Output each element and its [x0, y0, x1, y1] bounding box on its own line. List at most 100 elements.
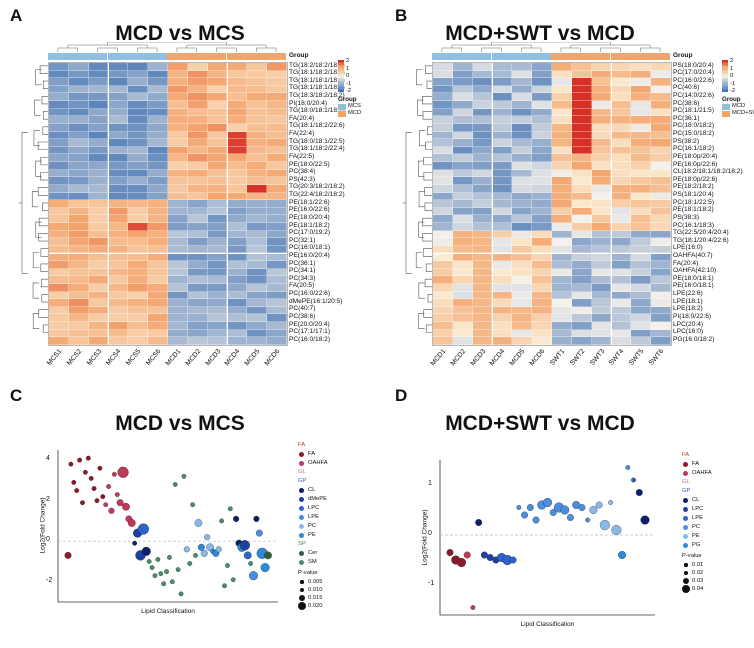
heatmap-cell — [108, 108, 129, 117]
heatmap-cell — [88, 177, 109, 185]
heatmap-cell — [187, 322, 208, 330]
heatmap-cell — [591, 63, 612, 71]
heatmap-cell — [433, 146, 453, 155]
heatmap-cell — [452, 169, 473, 178]
group-legend-title: Group — [338, 96, 357, 103]
heatmap-cell — [651, 70, 671, 79]
heatmap-row-label: PI(18:0/22:6) — [673, 312, 712, 320]
heatmap-cell — [611, 169, 632, 178]
heatmap-cell — [651, 93, 671, 102]
heatmap-cell — [88, 70, 109, 79]
panel-letter-c: C — [10, 386, 23, 405]
heatmap-cell — [452, 276, 473, 284]
heatmap-cell — [128, 93, 149, 102]
heatmap-cell — [611, 154, 632, 163]
heatmap-cell — [108, 238, 129, 246]
heatmap-row-label: FA(20:5) — [289, 282, 315, 290]
heatmap-cell — [571, 276, 592, 284]
heatmap-cell — [168, 200, 188, 208]
heatmap-cell — [631, 261, 652, 269]
heatmap-cell — [472, 200, 493, 208]
heatmap-cell — [68, 154, 89, 163]
heatmap-cell — [571, 314, 592, 323]
heatmap-cell — [49, 223, 69, 231]
heatmap-cell — [128, 123, 149, 132]
heatmap-cell — [512, 162, 533, 170]
heatmap-row-label: PE(18:0/20:4) — [289, 213, 330, 221]
heatmap-cell — [611, 200, 632, 208]
color-scale-tick: 1 — [346, 65, 350, 72]
heatmap-cell — [168, 207, 188, 216]
heatmap-cell — [552, 268, 572, 277]
data-point — [516, 505, 522, 510]
size-legend-dot — [298, 594, 306, 602]
heatmap-cell — [472, 146, 493, 155]
heatmap-row-label: TG(18:1/18:1/18:1) — [289, 84, 345, 92]
color-scale-tick: 0 — [346, 73, 350, 79]
heatmap-cell — [552, 169, 572, 178]
heatmap-cell — [88, 154, 109, 163]
heatmap-cell — [552, 283, 572, 292]
heatmap-cell — [187, 146, 208, 155]
heatmap-cell — [108, 70, 129, 79]
heatmap-cell — [433, 322, 453, 330]
heatmap-cell — [108, 162, 129, 170]
heatmap-cell — [267, 184, 287, 193]
heatmap-cell — [571, 93, 592, 102]
heatmap-cell — [611, 131, 632, 140]
data-point — [64, 551, 72, 559]
heatmap-cell — [452, 322, 473, 330]
heatmap-cell — [108, 283, 129, 292]
heatmap-cell — [532, 177, 552, 185]
heatmap-cell — [591, 70, 612, 79]
data-point — [178, 591, 184, 597]
heatmap-cell — [472, 276, 493, 284]
heatmap-cell — [49, 283, 69, 292]
group-bar-label: Group — [673, 52, 693, 59]
color-scale-step — [722, 68, 728, 70]
data-point — [578, 504, 586, 511]
heatmap-cell — [267, 63, 287, 71]
data-point — [480, 551, 488, 559]
data-point — [85, 455, 91, 461]
color-scale-step — [722, 82, 728, 85]
heatmap-cell — [651, 192, 671, 201]
heatmap-cell — [128, 131, 149, 140]
heatmap-cell — [651, 215, 671, 223]
heatmap-cell — [611, 108, 632, 117]
color-scale-step — [722, 80, 728, 83]
heatmap-cell — [187, 215, 208, 223]
column-dendrogram — [57, 42, 277, 52]
heatmap-cell — [532, 238, 552, 246]
group-bar-cell — [471, 53, 492, 60]
heatmap-cell — [168, 93, 188, 102]
heatmap-cell — [631, 131, 652, 140]
heatmap-cell — [207, 108, 228, 117]
heatmap-cell — [49, 101, 69, 109]
heatmap-cell — [68, 322, 89, 330]
heatmap-cell — [452, 283, 473, 292]
heatmap-cell — [148, 63, 168, 71]
heatmap-cell — [187, 192, 208, 201]
size-legend-dot — [683, 570, 689, 576]
heatmap-cell — [207, 146, 228, 155]
heatmap-cell — [433, 108, 453, 117]
heatmap-cell — [552, 322, 572, 330]
heatmap-cell — [433, 192, 453, 201]
heatmap-cell — [187, 101, 208, 109]
heatmap-cell — [68, 108, 89, 117]
heatmap-cell — [148, 291, 168, 300]
heatmap-cell — [148, 154, 168, 163]
color-scale-step — [722, 76, 728, 78]
heatmap-cell — [227, 177, 248, 185]
data-point — [71, 480, 77, 485]
heatmap-cell — [128, 268, 149, 277]
heatmap-cell — [247, 253, 268, 262]
heatmap-cell — [148, 322, 168, 330]
heatmap-cell — [68, 162, 89, 170]
legend-item-label: CL — [692, 497, 700, 503]
heatmap-cell — [552, 101, 572, 109]
heatmap-row-label: LPE(16:0) — [673, 244, 703, 252]
heatmap-cell — [492, 184, 513, 193]
data-point — [249, 571, 259, 581]
